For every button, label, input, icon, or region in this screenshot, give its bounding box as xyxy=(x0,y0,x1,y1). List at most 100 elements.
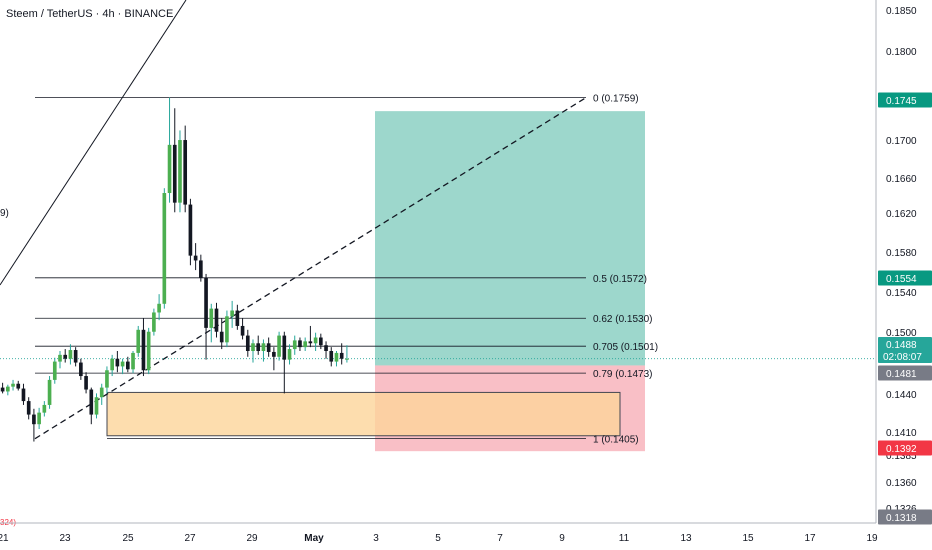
candle-body xyxy=(42,404,47,413)
time-tick-label: 15 xyxy=(742,533,754,544)
fib-level-label: 0.79 (0.1473) xyxy=(593,369,653,380)
candle-body xyxy=(324,345,328,351)
candle-body xyxy=(256,343,261,351)
candle-body xyxy=(287,349,292,360)
time-tick-label: 19 xyxy=(866,533,878,544)
time-tick-label: 7 xyxy=(497,533,503,544)
price-tick-label: 0.1410 xyxy=(886,428,917,439)
candle-body xyxy=(235,310,240,326)
candle-body xyxy=(272,351,276,357)
candle-body xyxy=(193,255,198,261)
candle-body xyxy=(16,383,21,389)
price-badge xyxy=(878,365,932,381)
time-tick-label: 23 xyxy=(59,533,71,544)
candle-body xyxy=(318,337,323,346)
price-badge xyxy=(878,509,932,525)
candle-body xyxy=(345,358,349,360)
candle-body xyxy=(146,331,151,371)
time-tick-label: 29 xyxy=(246,533,258,544)
candle-body xyxy=(47,379,52,405)
candle-body xyxy=(37,412,41,425)
price-badge-label: 0.1392 xyxy=(886,444,917,455)
candle-body xyxy=(339,352,344,359)
candle-body xyxy=(105,370,109,388)
partial-label: 9) xyxy=(0,208,9,219)
candle-body xyxy=(141,329,146,371)
candle-body xyxy=(188,204,193,256)
fib-level-label: 0 (0.1759) xyxy=(593,94,639,105)
price-badge-label: 0.1745 xyxy=(886,96,917,107)
fib-level-label: 0.705 (0.1501) xyxy=(593,342,658,353)
candle-body xyxy=(157,303,161,313)
candle-body xyxy=(172,144,177,203)
candle-body xyxy=(152,312,156,332)
candles-layer xyxy=(0,97,349,442)
time-tick-label: 17 xyxy=(804,533,816,544)
price-badge-label: 0.1481 xyxy=(886,369,917,380)
price-tick-label: 0.1360 xyxy=(886,478,917,489)
candle-body xyxy=(334,352,339,362)
price-tick-label: 0.1620 xyxy=(886,209,917,220)
time-tick-label: 9 xyxy=(559,533,565,544)
candle-body xyxy=(219,331,224,343)
candle-body xyxy=(115,358,120,367)
price-tick-label: 0.1800 xyxy=(886,47,917,58)
drawings-layer xyxy=(0,0,876,440)
candle-body xyxy=(240,325,245,336)
price-tick-label: 0.1580 xyxy=(886,248,917,259)
fib-level-label: 0.62 (0.1530) xyxy=(593,314,653,325)
time-tick-label: May xyxy=(304,533,324,544)
price-tick-label: 0.1500 xyxy=(886,328,917,339)
candle-body xyxy=(230,310,234,317)
candle-body xyxy=(21,388,26,402)
zones-layer xyxy=(106,111,645,452)
candle-body xyxy=(125,361,130,370)
time-tick-label: 21 xyxy=(0,533,9,544)
price-badge xyxy=(878,337,932,363)
candle-body xyxy=(63,354,68,359)
price-tick-label: 0.1440 xyxy=(886,390,917,401)
candle-body xyxy=(199,260,203,278)
candle-body xyxy=(136,329,141,353)
candle-body xyxy=(84,376,88,390)
candle-body xyxy=(5,386,10,392)
candle-body xyxy=(298,340,302,348)
candle-body xyxy=(79,362,83,377)
candle-body xyxy=(99,387,104,398)
time-tick-label: 13 xyxy=(680,533,692,544)
target-zone xyxy=(375,111,645,366)
time-tick-label: 27 xyxy=(184,533,196,544)
candle-body xyxy=(110,358,114,371)
candle-body xyxy=(120,361,125,367)
candle-body xyxy=(209,308,214,328)
candle-body xyxy=(261,343,266,351)
candle-body xyxy=(167,144,172,194)
fib-level-label: 0.5 (0.1572) xyxy=(593,274,647,285)
candle-body xyxy=(282,335,287,360)
candle-body xyxy=(251,343,255,351)
candle-body xyxy=(58,354,62,362)
price-tick-label: 0.1850 xyxy=(886,6,917,17)
candle-body xyxy=(313,337,318,344)
price-tick-label: 0.1660 xyxy=(886,174,917,185)
candle-body xyxy=(94,397,99,415)
candle-body xyxy=(266,343,271,352)
price-badge xyxy=(878,270,932,286)
time-tick-label: 25 xyxy=(122,533,134,544)
candle-body xyxy=(73,350,78,363)
price-badge-label: 0.1488 xyxy=(886,340,917,351)
candle-body xyxy=(303,341,308,348)
candle-body xyxy=(214,308,219,332)
candle-body xyxy=(178,140,182,203)
price-badge-label: 0.1318 xyxy=(886,513,917,524)
candle-body xyxy=(131,352,135,370)
candle-body xyxy=(26,401,31,415)
candle-body xyxy=(183,140,188,205)
candle-body xyxy=(68,350,73,359)
fib-trend-line xyxy=(34,97,587,440)
symbol-title: Steem / TetherUS · 4h · BINANCE xyxy=(6,8,174,20)
countdown-label: 02:08:07 xyxy=(883,352,922,363)
candle-body xyxy=(308,341,313,344)
